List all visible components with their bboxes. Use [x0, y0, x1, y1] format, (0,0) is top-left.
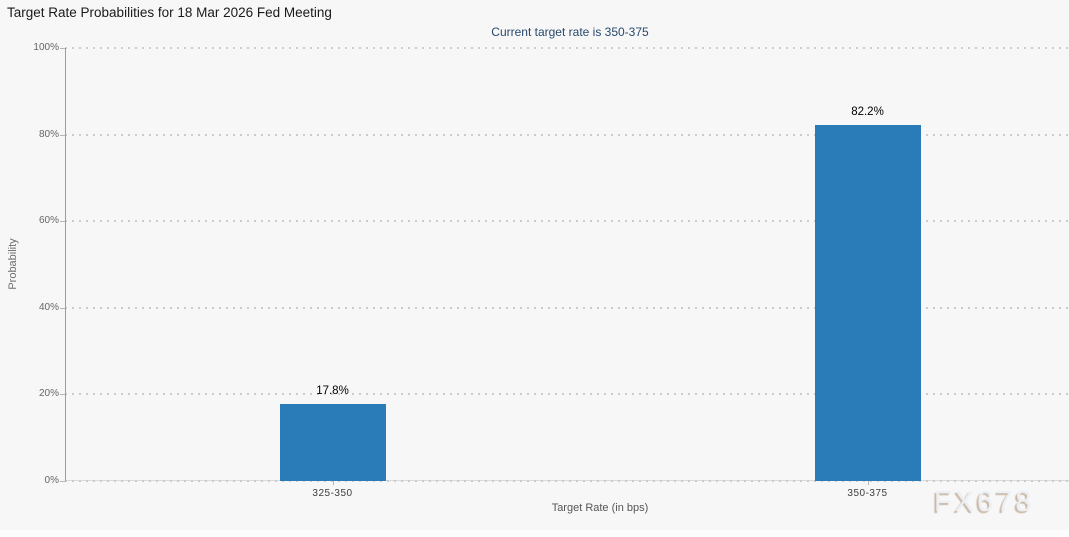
y-tick-mark [60, 394, 65, 396]
y-axis-line [65, 48, 66, 481]
probability-bar [814, 125, 921, 481]
gridline-80 [65, 133, 1069, 136]
bottom-strip [0, 530, 1069, 537]
y-tick-label: 80% [38, 128, 59, 140]
y-tick-mark [60, 221, 65, 223]
bar-value-label: 82.2% [851, 106, 884, 119]
y-axis-title: Probability [7, 238, 19, 290]
gridline-60 [65, 220, 1069, 223]
gridline-100 [65, 47, 1069, 49]
chart-subtitle: Current target rate is 350-375 [491, 25, 649, 39]
gridline-40 [65, 306, 1069, 309]
gridline-0 [65, 480, 1069, 482]
y-tick-label: 60% [38, 215, 59, 227]
probability-bar [279, 403, 386, 481]
gridline-20 [65, 393, 1069, 396]
fx678-watermark: FX678 [934, 486, 1035, 518]
y-tick-mark [60, 48, 65, 49]
y-tick-label: 0% [44, 475, 59, 486]
y-tick-mark [60, 307, 65, 309]
x-category-label: 350-375 [847, 488, 888, 499]
y-tick-mark [60, 481, 65, 482]
x-tick-mark [867, 481, 869, 485]
x-category-label: 325-350 [312, 488, 353, 499]
y-tick-label: 100% [33, 42, 59, 53]
x-tick-mark [332, 481, 334, 485]
y-tick-label: 20% [38, 388, 59, 400]
y-tick-mark [60, 134, 65, 136]
bar-value-label: 17.8% [316, 384, 349, 397]
x-axis-title: Target Rate (in bps) [551, 502, 649, 514]
chart-title: Target Rate Probabilities for 18 Mar 202… [7, 5, 332, 20]
y-tick-label: 40% [38, 301, 59, 313]
plot-area: 17.8% 325-350 82.2% 350-375 [65, 47, 1069, 499]
